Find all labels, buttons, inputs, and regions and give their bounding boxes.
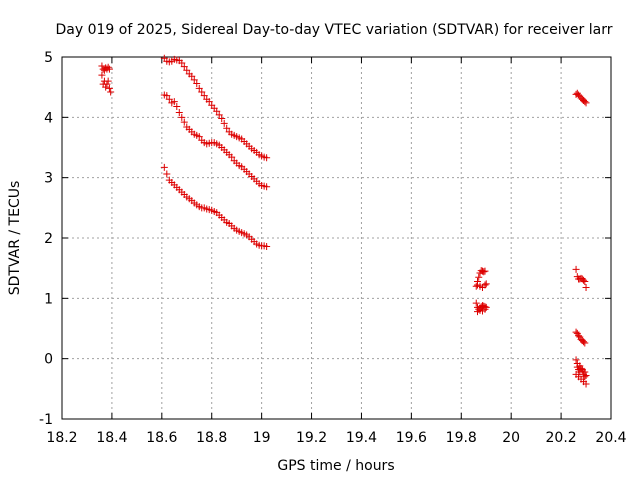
data-point-plus <box>198 88 206 96</box>
x-tick-label: 18.4 <box>96 430 127 446</box>
data-point-plus <box>582 99 590 107</box>
data-point-plus <box>582 372 590 380</box>
data-point-plus <box>223 124 231 132</box>
data-point-plus <box>103 80 111 88</box>
series-track-c <box>160 163 271 250</box>
data-point-plus <box>482 280 490 288</box>
data-point-plus <box>481 305 489 313</box>
grid-lines <box>62 57 611 419</box>
data-point-plus <box>104 63 112 71</box>
data-point-plus <box>180 63 188 71</box>
y-tick-label: 1 <box>44 291 53 307</box>
data-point-plus <box>105 84 113 92</box>
data-point-plus <box>580 338 588 346</box>
data-point-plus <box>107 88 115 96</box>
data-point-plus <box>228 153 236 161</box>
data-point-plus <box>105 65 113 73</box>
x-tick-label: 19.8 <box>446 430 477 446</box>
y-tick-label: 4 <box>44 110 53 126</box>
x-tick-labels: 18.2 18.4 18.6 18.8 19 19.2 19.4 19.6 19.8 20 20.2… <box>46 430 626 446</box>
series-cluster-near-19-87-lower <box>472 299 490 316</box>
data-point-plus <box>572 356 580 364</box>
data-point-plus <box>263 154 271 162</box>
data-point-plus <box>263 242 271 250</box>
x-tick-label: 19.2 <box>296 430 327 446</box>
data-point-plus <box>581 368 589 376</box>
data-point-plus <box>178 59 186 67</box>
y-tick-label: 2 <box>44 231 53 247</box>
x-tick-label: 18.2 <box>46 430 77 446</box>
data-point-plus <box>195 133 203 141</box>
data-point-plus <box>220 119 228 127</box>
data-point-plus <box>102 83 110 91</box>
data-point-plus <box>104 77 112 85</box>
x-tick-label: 19.6 <box>396 430 427 446</box>
x-tick-label: 20.4 <box>595 430 626 446</box>
data-point-plus <box>572 265 580 273</box>
series-cluster-near-20-27-middle <box>572 265 590 291</box>
data-point-plus <box>575 332 583 340</box>
series-track-b <box>160 91 271 191</box>
series-cluster-near-20-27-top <box>572 89 590 107</box>
data-point-plus <box>581 277 589 285</box>
data-point-plus <box>178 113 186 121</box>
data-point-plus <box>475 273 483 281</box>
data-point-plus <box>263 183 271 191</box>
data-point-plus <box>205 98 213 106</box>
y-tick-label: -1 <box>39 412 53 428</box>
chart-title: Day 019 of 2025, Sidereal Day-to-day VTE… <box>56 22 613 38</box>
data-point-plus <box>572 328 580 336</box>
data-point-plus <box>163 170 171 178</box>
data-points <box>98 54 590 388</box>
data-point-plus <box>480 268 488 276</box>
series-cluster-near-20-27-lower <box>572 328 590 388</box>
data-point-plus <box>576 362 584 370</box>
series-cluster-near-19-87-upper <box>472 267 490 291</box>
data-point-plus <box>98 62 106 70</box>
data-point-plus <box>200 92 208 100</box>
x-axis-label: GPS time / hours <box>277 458 394 474</box>
data-point-plus <box>163 92 171 100</box>
data-point-plus <box>582 380 590 388</box>
data-point-plus <box>173 102 181 110</box>
data-point-plus <box>582 283 590 291</box>
data-point-plus <box>165 95 173 103</box>
data-point-plus <box>481 267 489 275</box>
data-point-plus <box>175 109 183 117</box>
series-track-a <box>160 54 271 162</box>
data-point-plus <box>188 72 196 80</box>
data-point-plus <box>160 163 168 171</box>
data-point-plus <box>170 98 178 106</box>
data-point-plus <box>581 98 589 106</box>
data-point-plus <box>218 115 226 123</box>
data-point-plus <box>481 281 489 289</box>
y-tick-label: 5 <box>44 50 53 66</box>
axis-ticks <box>61 56 612 420</box>
data-point-plus <box>482 303 490 311</box>
x-tick-label: 20.2 <box>546 430 577 446</box>
y-tick-label: 3 <box>44 171 53 187</box>
data-point-plus <box>472 299 480 307</box>
data-point-plus <box>183 66 191 74</box>
data-point-plus <box>180 118 188 126</box>
data-point-plus <box>195 84 203 92</box>
data-point-plus <box>581 339 589 347</box>
y-tick-labels: -1 0 1 2 3 4 5 <box>39 50 53 428</box>
data-point-plus <box>193 80 201 88</box>
data-point-plus <box>213 107 221 115</box>
series-early-cluster <box>98 62 115 96</box>
x-tick-label: 18.6 <box>146 430 177 446</box>
x-tick-label: 20 <box>502 430 520 446</box>
data-point-plus <box>215 111 223 119</box>
data-point-plus <box>580 276 588 284</box>
data-point-plus <box>98 71 106 79</box>
data-point-plus <box>190 76 198 84</box>
x-tick-label: 18.8 <box>196 430 227 446</box>
x-tick-label: 19 <box>253 430 271 446</box>
y-axis-label: SDTVAR / TECUs <box>7 181 23 296</box>
x-tick-label: 19.4 <box>346 430 377 446</box>
y-tick-label: 0 <box>44 352 53 368</box>
